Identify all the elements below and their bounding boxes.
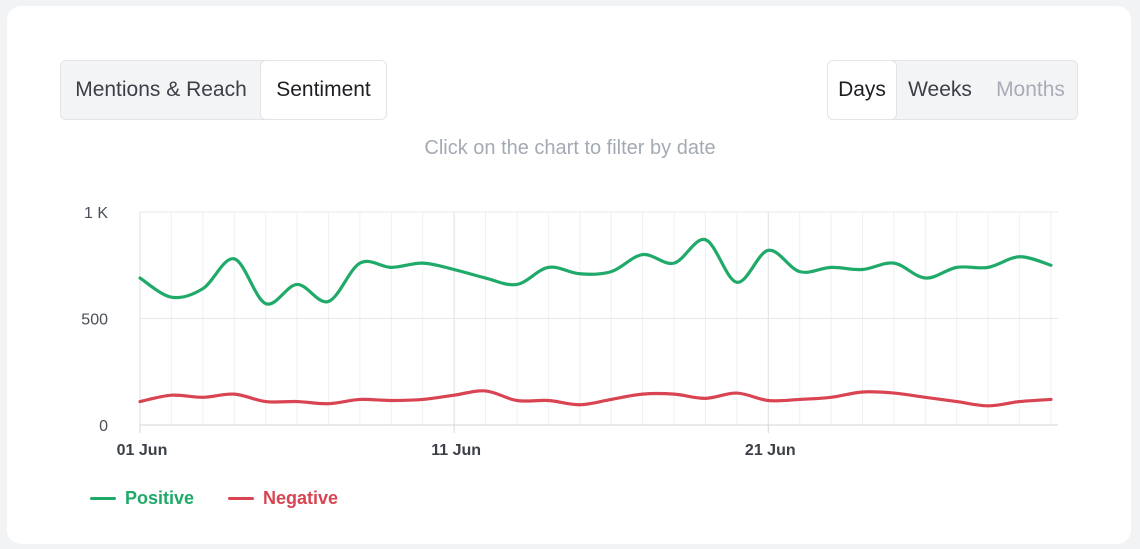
series-line-positive	[138, 238, 1053, 306]
legend-negative-swatch	[228, 497, 255, 500]
legend-positive-label: Positive	[125, 488, 195, 508]
legend-negative-label: Negative	[263, 488, 339, 508]
tab-months: Months	[996, 78, 1065, 101]
x-tick-label: 21 Jun	[745, 442, 796, 459]
tab-mentions-reach[interactable]: Mentions & Reach	[75, 78, 247, 101]
y-tick-label: 0	[99, 418, 108, 435]
chart-hint: Click on the chart to filter by date	[424, 137, 716, 159]
series-line-negative	[138, 389, 1053, 408]
tab-sentiment[interactable]: Sentiment	[260, 61, 386, 119]
legend-negative[interactable]: Negative	[228, 488, 338, 509]
legend-positive[interactable]: Positive	[90, 488, 194, 509]
y-tick-label: 1 K	[84, 205, 108, 222]
tab-days[interactable]: Days	[828, 61, 897, 119]
view-toggle: Mentions & Reach Sentiment	[60, 60, 387, 120]
tab-weeks[interactable]: Weeks	[908, 78, 972, 101]
legend-positive-swatch	[90, 497, 116, 500]
x-tick-label: 11 Jun	[431, 442, 481, 459]
chart-legend: Positive Negative	[90, 488, 338, 509]
y-tick-label: 500	[81, 312, 108, 329]
period-toggle: Days Weeks Months	[827, 60, 1078, 120]
x-tick-label: 01 Jun	[117, 442, 168, 459]
